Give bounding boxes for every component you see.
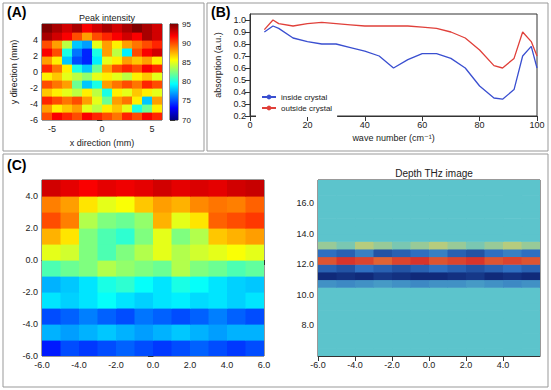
svg-text:20: 20 <box>302 120 312 130</box>
svg-text:0.9: 0.9 <box>233 27 246 37</box>
svg-text:0.0: 0.0 <box>423 360 436 370</box>
svg-text:100: 100 <box>529 120 544 130</box>
svg-text:-5: -5 <box>48 124 56 134</box>
svg-text:0: 0 <box>247 120 252 130</box>
svg-text:5: 5 <box>149 124 154 134</box>
svg-text:90: 90 <box>182 39 191 48</box>
svg-text:-6.0: -6.0 <box>34 360 50 370</box>
svg-text:-2.0: -2.0 <box>108 360 124 370</box>
svg-text:-4.0: -4.0 <box>347 360 363 370</box>
svg-text:-4: -4 <box>30 99 38 109</box>
svg-text:95: 95 <box>182 20 191 29</box>
svg-text:85: 85 <box>182 58 191 67</box>
svg-text:80: 80 <box>182 77 191 86</box>
svg-text:-2.0: -2.0 <box>22 287 38 297</box>
svg-text:10.0: 10.0 <box>296 290 314 300</box>
svg-text:6.0: 6.0 <box>258 360 271 370</box>
svg-text:4.0: 4.0 <box>497 360 510 370</box>
svg-text:4.0: 4.0 <box>221 360 234 370</box>
svg-text:60: 60 <box>417 120 427 130</box>
svg-text:0.0: 0.0 <box>25 255 38 265</box>
svg-text:-4.0: -4.0 <box>71 360 87 370</box>
svg-text:0.4: 0.4 <box>233 87 246 97</box>
svg-text:0.3: 0.3 <box>233 99 246 109</box>
svg-text:12.0: 12.0 <box>296 259 314 269</box>
svg-text:70: 70 <box>182 116 191 125</box>
svg-text:4.0: 4.0 <box>25 191 38 201</box>
svg-text:Depth THz image: Depth THz image <box>395 168 473 179</box>
svg-text:-6.0: -6.0 <box>310 360 326 370</box>
svg-text:-2: -2 <box>30 83 38 93</box>
svg-text:0.5: 0.5 <box>233 75 246 85</box>
svg-text:80: 80 <box>475 120 485 130</box>
svg-text:-6.0: -6.0 <box>22 351 38 361</box>
svg-text:14.0: 14.0 <box>296 229 314 239</box>
svg-text:0.2: 0.2 <box>233 111 246 121</box>
svg-text:1.0: 1.0 <box>233 15 246 25</box>
svg-text:Peak intensity: Peak intensity <box>79 13 136 23</box>
svg-text:75: 75 <box>182 96 191 105</box>
svg-text:y direction (mm): y direction (mm) <box>9 40 19 105</box>
svg-text:2: 2 <box>33 51 38 61</box>
svg-text:(C): (C) <box>7 157 26 173</box>
svg-text:0: 0 <box>99 124 104 134</box>
svg-text:16.0: 16.0 <box>296 198 314 208</box>
svg-text:-2.0: -2.0 <box>384 360 400 370</box>
svg-text:0.6: 0.6 <box>233 63 246 73</box>
svg-text:4: 4 <box>33 35 38 45</box>
svg-text:(A): (A) <box>7 4 26 20</box>
svg-text:2.0: 2.0 <box>460 360 473 370</box>
svg-text:absorption (a.u.): absorption (a.u.) <box>213 32 223 98</box>
svg-text:(B): (B) <box>211 4 230 20</box>
svg-text:outside crystal: outside crystal <box>281 104 332 113</box>
svg-text:0.0: 0.0 <box>147 360 160 370</box>
svg-text:2.0: 2.0 <box>184 360 197 370</box>
svg-text:inside crystal: inside crystal <box>281 93 327 102</box>
svg-text:40: 40 <box>360 120 370 130</box>
svg-text:0.8: 0.8 <box>233 39 246 49</box>
svg-text:-6: -6 <box>30 115 38 125</box>
svg-text:-4.0: -4.0 <box>22 319 38 329</box>
svg-text:8.0: 8.0 <box>301 320 314 330</box>
svg-text:x direction (mm): x direction (mm) <box>70 138 135 148</box>
svg-text:0: 0 <box>33 67 38 77</box>
svg-text:0.7: 0.7 <box>233 51 246 61</box>
svg-text:wave number (cm⁻¹): wave number (cm⁻¹) <box>351 133 434 143</box>
svg-text:2.0: 2.0 <box>25 223 38 233</box>
